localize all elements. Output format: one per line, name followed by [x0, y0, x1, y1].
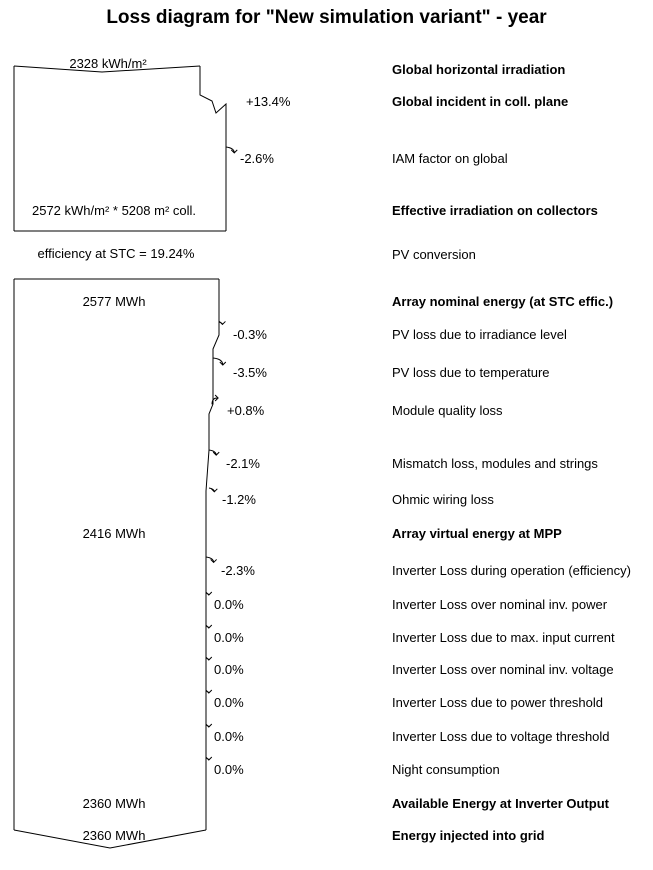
irradiance-level-loss-arrow-icon — [218, 321, 226, 326]
inverter-voltage-threshold-loss-arrow-icon — [205, 723, 213, 728]
step-label: Ohmic wiring loss — [392, 492, 494, 507]
step-label: Energy injected into grid — [392, 828, 545, 843]
step-label: Inverter Loss due to voltage threshold — [392, 729, 610, 744]
effective-irradiation-value: 2572 kWh/m² * 5208 m² coll. — [31, 203, 197, 218]
night-consumption-loss-arrow-icon — [205, 756, 213, 761]
inverter-nominal-voltage-loss-arrow-icon — [205, 656, 213, 661]
global-incident-gain-value: +13.4% — [246, 94, 291, 109]
step-label: Inverter Loss over nominal inv. power — [392, 597, 608, 612]
step-label: Night consumption — [392, 762, 500, 777]
irradiation-flow-outline — [199, 66, 227, 199]
temperature-loss-value: -3.5% — [233, 365, 267, 380]
step-label: Global horizontal irradiation — [392, 62, 566, 77]
step-label: Array virtual energy at MPP — [392, 526, 562, 541]
inverter-voltage-threshold-loss-value: 0.0% — [214, 729, 244, 744]
step-label: Array nominal energy (at STC effic.) — [392, 294, 614, 309]
irradiation-flow-top — [13, 65, 201, 73]
step-label: PV conversion — [392, 247, 476, 262]
efficiency-text: efficiency at STC = 19.24% — [37, 246, 195, 261]
ohmic-wiring-loss-arrow-icon — [208, 487, 218, 493]
iam-loss-value: -2.6% — [240, 151, 274, 166]
iam-loss-arrow-icon — [225, 146, 238, 154]
module-quality-gain-arrow-icon — [211, 394, 219, 405]
injected-energy-value: 2360 MWh — [82, 828, 146, 843]
inverter-power-threshold-loss-arrow-icon — [205, 689, 213, 694]
global-horizontal-value: 2328 kWh/m² — [69, 56, 147, 71]
step-label: IAM factor on global — [392, 151, 508, 166]
step-label: Mismatch loss, modules and strings — [392, 456, 598, 471]
mismatch-loss-arrow-icon — [208, 449, 220, 456]
night-consumption-loss-value: 0.0% — [214, 762, 244, 777]
step-label: Inverter Loss during operation (efficien… — [392, 563, 631, 578]
ohmic-wiring-loss-value: -1.2% — [222, 492, 256, 507]
step-label: Global incident in coll. plane — [392, 94, 569, 109]
energy-flow-bottom — [13, 829, 207, 849]
inverter-power-threshold-loss-value: 0.0% — [214, 695, 244, 710]
inverter-nominal-power-loss-arrow-icon — [205, 591, 213, 596]
inverter-nominal-power-loss-value: 0.0% — [214, 597, 244, 612]
available-energy-value: 2360 MWh — [82, 796, 146, 811]
step-label: Inverter Loss over nominal inv. voltage — [392, 662, 614, 677]
inverter-operation-loss-arrow-icon — [205, 556, 217, 564]
inverter-operation-loss-value: -2.3% — [221, 563, 255, 578]
array-nominal-energy-value: 2577 MWh — [82, 294, 146, 309]
step-label: Inverter Loss due to power threshold — [392, 695, 604, 710]
step-label: Module quality loss — [392, 403, 503, 418]
mismatch-loss-value: -2.1% — [226, 456, 260, 471]
energy-flow-right — [205, 279, 220, 830]
irradiance-level-loss-value: -0.3% — [233, 327, 267, 342]
inverter-max-current-loss-arrow-icon — [205, 624, 213, 629]
module-quality-gain-value: +0.8% — [227, 403, 265, 418]
diagram-title: Loss diagram for "New simulation variant… — [106, 7, 547, 28]
array-virtual-energy-value: 2416 MWh — [82, 526, 146, 541]
step-label: PV loss due to irradiance level — [392, 327, 567, 342]
inverter-max-current-loss-value: 0.0% — [214, 630, 244, 645]
temperature-loss-arrow-icon — [212, 357, 227, 366]
inverter-nominal-voltage-loss-value: 0.0% — [214, 662, 244, 677]
step-label: Inverter Loss due to max. input current — [392, 630, 615, 645]
step-label: PV loss due to temperature — [392, 365, 550, 380]
step-label: Available Energy at Inverter Output — [392, 796, 609, 811]
step-label: Effective irradiation on collectors — [392, 203, 598, 218]
